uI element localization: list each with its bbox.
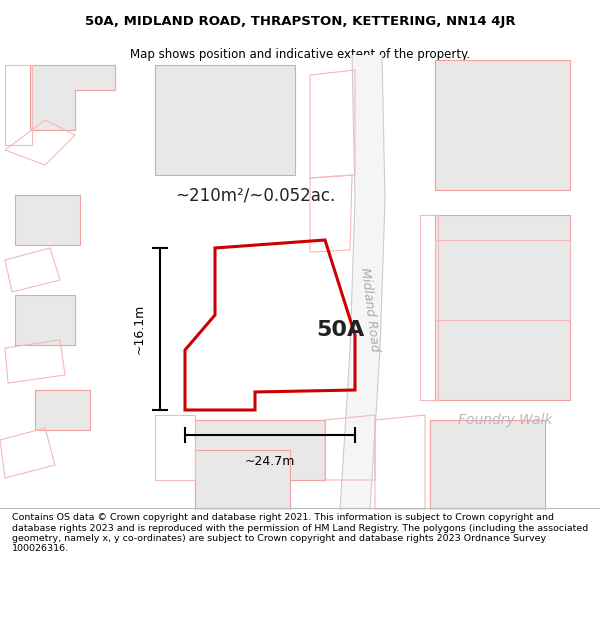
Polygon shape [15,195,80,245]
Text: Midland Road: Midland Road [358,267,382,353]
Text: Foundry Walk: Foundry Walk [458,413,552,427]
Polygon shape [15,295,75,345]
Text: 50A, MIDLAND ROAD, THRAPSTON, KETTERING, NN14 4JR: 50A, MIDLAND ROAD, THRAPSTON, KETTERING,… [85,16,515,28]
Polygon shape [340,55,385,510]
Text: ~24.7m: ~24.7m [245,455,295,468]
Polygon shape [30,65,115,130]
Text: ~16.1m: ~16.1m [133,304,146,354]
Polygon shape [35,390,90,430]
Text: Contains OS data © Crown copyright and database right 2021. This information is : Contains OS data © Crown copyright and d… [12,513,588,553]
Text: 50A: 50A [316,320,364,340]
Polygon shape [430,420,545,510]
Polygon shape [435,60,570,190]
Polygon shape [155,65,295,175]
Polygon shape [435,215,570,400]
Polygon shape [195,420,325,480]
Text: ~210m²/~0.052ac.: ~210m²/~0.052ac. [175,186,335,204]
Text: Map shows position and indicative extent of the property.: Map shows position and indicative extent… [130,48,470,61]
Polygon shape [195,450,290,510]
